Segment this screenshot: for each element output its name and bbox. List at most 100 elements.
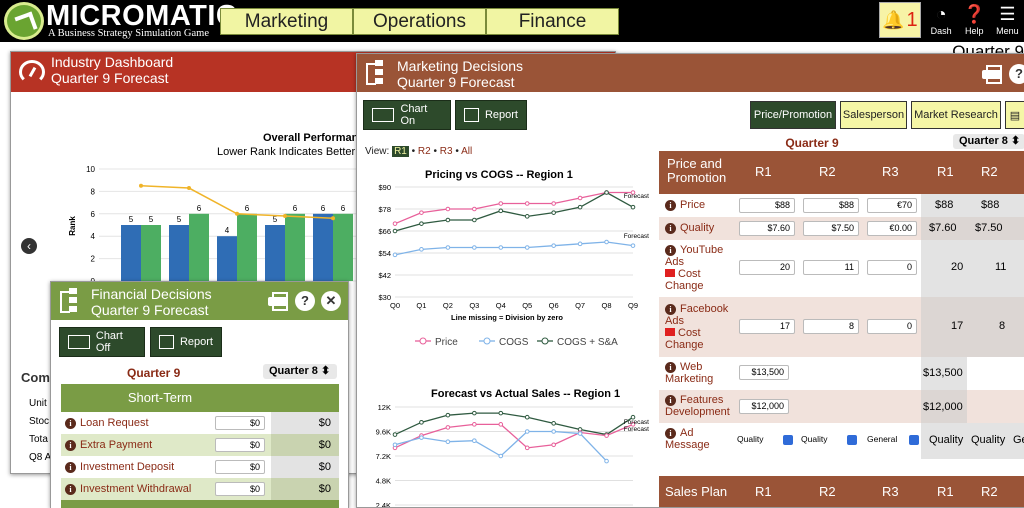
bar-data-label: 6 bbox=[321, 204, 326, 213]
sort-icon: ⬍ bbox=[1010, 135, 1021, 147]
series-point bbox=[524, 214, 530, 219]
info-icon[interactable]: i bbox=[665, 304, 676, 315]
y-tick-label: 8 bbox=[91, 187, 96, 196]
info-icon[interactable]: i bbox=[665, 245, 676, 256]
logo-name: MICROMATIC bbox=[46, 0, 238, 32]
tab-more[interactable]: ▤ bbox=[1005, 101, 1024, 129]
investment-withdrawal-input[interactable]: $0 bbox=[215, 482, 265, 496]
quarter-select[interactable]: Quarter 8 ⬍ bbox=[953, 134, 1024, 149]
quality-r3-input[interactable]: €0.00 bbox=[867, 221, 917, 236]
facebook-r1-input[interactable]: 17 bbox=[739, 319, 795, 334]
help-icon[interactable]: ? bbox=[295, 291, 315, 311]
info-icon[interactable]: i bbox=[665, 200, 676, 211]
ad-message-r3-select[interactable]: General bbox=[867, 434, 919, 446]
sales-plan-label: Sales Plan bbox=[665, 484, 728, 499]
report-button[interactable]: Report bbox=[455, 100, 527, 130]
features-input[interactable]: $12,000 bbox=[739, 399, 789, 414]
youtube-r1-input[interactable]: 20 bbox=[739, 260, 795, 275]
menu-label: Menu bbox=[996, 26, 1019, 36]
marketing-decisions-window[interactable]: Marketing Decisions Quarter 9 Forecast ?… bbox=[356, 53, 1024, 508]
series-point bbox=[524, 445, 530, 451]
info-icon[interactable]: i bbox=[65, 440, 76, 451]
sales-plan-header: Sales Plan R1 R2 R3 R1 R2 bbox=[659, 476, 1024, 507]
info-icon[interactable]: i bbox=[65, 418, 76, 429]
chart-off-button[interactable]: Chart Off bbox=[59, 327, 145, 357]
y-tick-label: 4 bbox=[91, 232, 96, 241]
tab-salesperson[interactable]: Salesperson bbox=[840, 101, 907, 129]
tab-price-promotion[interactable]: Price/Promotion bbox=[750, 101, 836, 129]
info-icon[interactable]: i bbox=[65, 484, 76, 495]
close-icon[interactable]: ✕ bbox=[321, 291, 341, 311]
y-tick-label: $66 bbox=[378, 227, 391, 236]
col-r2: R2 bbox=[819, 164, 836, 179]
view-selector: View: R1 • R2 • R3 • All bbox=[365, 146, 473, 157]
nav-marketing[interactable]: Marketing bbox=[220, 8, 353, 35]
x-tick-label: Q9 bbox=[628, 301, 638, 310]
view-r3[interactable]: R3 bbox=[439, 146, 453, 157]
print-icon[interactable] bbox=[981, 64, 1003, 84]
price-promotion-table-header: Price and Promotion R1 R2 R3 R1 R2 bbox=[659, 151, 1024, 194]
series-line bbox=[394, 191, 633, 225]
tab-market-research[interactable]: Market Research bbox=[911, 101, 1001, 129]
youtube-r2-input[interactable]: 11 bbox=[803, 260, 859, 275]
quality-r2-input[interactable]: $7.50 bbox=[803, 221, 859, 236]
info-icon[interactable]: i bbox=[665, 223, 676, 234]
dash-button[interactable]: ◔ Dash bbox=[925, 2, 958, 38]
view-all[interactable]: All bbox=[461, 146, 473, 157]
report-button[interactable]: Report bbox=[150, 327, 222, 357]
info-icon[interactable]: i bbox=[665, 395, 676, 406]
facebook-r2-input[interactable]: 8 bbox=[803, 319, 859, 334]
print-icon[interactable] bbox=[267, 291, 289, 311]
financial-title: Financial Decisions bbox=[91, 286, 212, 302]
chart-on-button[interactable]: Chart On bbox=[363, 100, 451, 130]
youtube-r3-input[interactable]: 0 bbox=[867, 260, 917, 275]
series-point bbox=[551, 210, 556, 215]
logo[interactable]: MICROMATIC A Business Strategy Simulatio… bbox=[4, 0, 237, 40]
price-r3-input[interactable]: €70 bbox=[867, 198, 917, 213]
series-point bbox=[419, 210, 424, 215]
series-point bbox=[392, 228, 398, 234]
view-r1[interactable]: R1 bbox=[392, 146, 409, 157]
cost-change-link[interactable]: Cost Change bbox=[665, 327, 704, 351]
marketing-window-header[interactable]: Marketing Decisions Quarter 9 Forecast ? bbox=[357, 54, 1024, 92]
gauge-icon: ◔ bbox=[935, 4, 947, 24]
info-icon[interactable]: i bbox=[65, 462, 76, 473]
notifications-button[interactable]: 🔔 1 bbox=[879, 2, 921, 38]
price-r1-input[interactable]: $88 bbox=[739, 198, 795, 213]
quality-r1-input[interactable]: $7.60 bbox=[739, 221, 795, 236]
web-marketing-input[interactable]: $13,500 bbox=[739, 365, 789, 380]
facebook-r3-input[interactable]: 0 bbox=[867, 319, 917, 334]
help-icon[interactable]: ? bbox=[1009, 64, 1024, 84]
financial-window-header[interactable]: Financial Decisions Quarter 9 Forecast ?… bbox=[51, 282, 348, 320]
loan-request-input[interactable]: $0 bbox=[215, 416, 265, 430]
previous-arrow-icon[interactable]: ‹ bbox=[21, 238, 37, 254]
chart-off-label: Chart Off bbox=[95, 330, 123, 354]
menu-button[interactable]: ☰ Menu bbox=[991, 2, 1024, 38]
ad-message-r1-select[interactable]: Quality bbox=[737, 434, 793, 446]
bar-blue bbox=[121, 225, 141, 281]
quarter-select[interactable]: Quarter 8 ⬍ bbox=[263, 364, 337, 379]
ad-message-r2-select[interactable]: Quality bbox=[801, 434, 857, 446]
investment-withdrawal-prev: $0 bbox=[318, 483, 331, 495]
series-point bbox=[498, 410, 504, 416]
info-icon[interactable]: i bbox=[665, 362, 676, 373]
help-button[interactable]: ❓ Help bbox=[958, 2, 991, 38]
info-icon[interactable]: i bbox=[665, 428, 676, 439]
cost-change-link[interactable]: Cost Change bbox=[665, 268, 704, 292]
y-tick-label: $42 bbox=[378, 271, 391, 280]
investment-deposit-input[interactable]: $0 bbox=[215, 460, 265, 474]
row-features-development: i Features Development $12,000 $12,000 bbox=[659, 390, 1024, 423]
nav-operations[interactable]: Operations bbox=[353, 8, 486, 35]
bar-green bbox=[189, 213, 209, 281]
nav-finance[interactable]: Finance bbox=[486, 8, 619, 35]
row-ad-message: i Ad Message Quality Quality General Qual… bbox=[659, 423, 1024, 459]
y-tick-label: 7.2K bbox=[376, 452, 391, 461]
series-point bbox=[445, 439, 451, 445]
financial-decisions-window[interactable]: Financial Decisions Quarter 9 Forecast ?… bbox=[50, 281, 349, 508]
view-r2[interactable]: R2 bbox=[417, 146, 431, 157]
extra-payment-input[interactable]: $0 bbox=[215, 438, 265, 452]
rank-line-point bbox=[139, 183, 143, 188]
row-quality: i Quality $7.60 $7.50 €0.00 $7.60 $7.50 bbox=[659, 217, 1024, 240]
price-r2-input[interactable]: $88 bbox=[803, 198, 859, 213]
